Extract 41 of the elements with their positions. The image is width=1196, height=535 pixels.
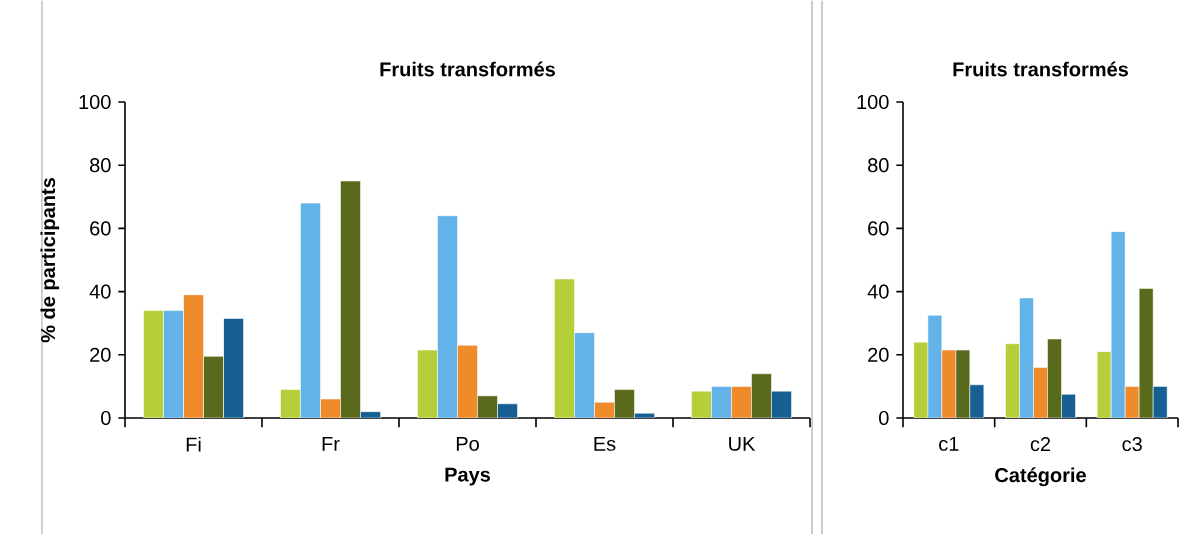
- y-tick-label: 60: [868, 221, 889, 236]
- bar: [457, 345, 478, 419]
- chart-title: Fruits transformés: [953, 61, 1128, 77]
- x-tick-label: UK: [729, 437, 756, 452]
- bar: [751, 373, 772, 419]
- bar: [1019, 297, 1034, 419]
- bar: [203, 356, 224, 419]
- y-axis-title: % de participants: [40, 178, 60, 343]
- x-tick-label: c1: [939, 437, 959, 452]
- bar: [223, 318, 244, 419]
- bar: [927, 315, 943, 419]
- y-tick-label: 40: [867, 284, 889, 299]
- y-tick-label: 100: [857, 95, 889, 110]
- y-tick-label: 100: [79, 95, 111, 110]
- x-tick-label: Po: [456, 437, 479, 452]
- x-tick-label: Fr: [322, 437, 340, 451]
- bar: [574, 332, 595, 419]
- y-tick-label: 0: [101, 411, 111, 426]
- y-tick-label: 80: [90, 158, 111, 173]
- y-tick-label: 60: [90, 221, 111, 236]
- bar: [437, 215, 458, 419]
- bar: [300, 203, 321, 419]
- bar: [711, 386, 732, 419]
- y-tick-label: 80: [868, 158, 889, 173]
- bar: [163, 310, 184, 419]
- bar: [340, 180, 361, 419]
- x-tick-label: c2: [1030, 437, 1051, 452]
- x-tick-label: Fi: [186, 437, 201, 452]
- x-tick-label: c3: [1122, 437, 1142, 452]
- y-tick-label: 0: [879, 411, 889, 426]
- bar: [614, 389, 635, 419]
- bar: [1110, 231, 1126, 419]
- bar: [731, 386, 752, 419]
- x-tick-label: Es: [594, 437, 616, 452]
- y-tick-label: 20: [868, 347, 889, 363]
- y-tick-label: 20: [90, 347, 111, 363]
- bar: [183, 294, 204, 419]
- x-axis-title: Catégorie: [995, 467, 1086, 487]
- chart-title: Fruits transformés: [380, 61, 555, 77]
- x-axis-title: Pays: [445, 467, 491, 486]
- y-tick-label: 40: [89, 284, 111, 299]
